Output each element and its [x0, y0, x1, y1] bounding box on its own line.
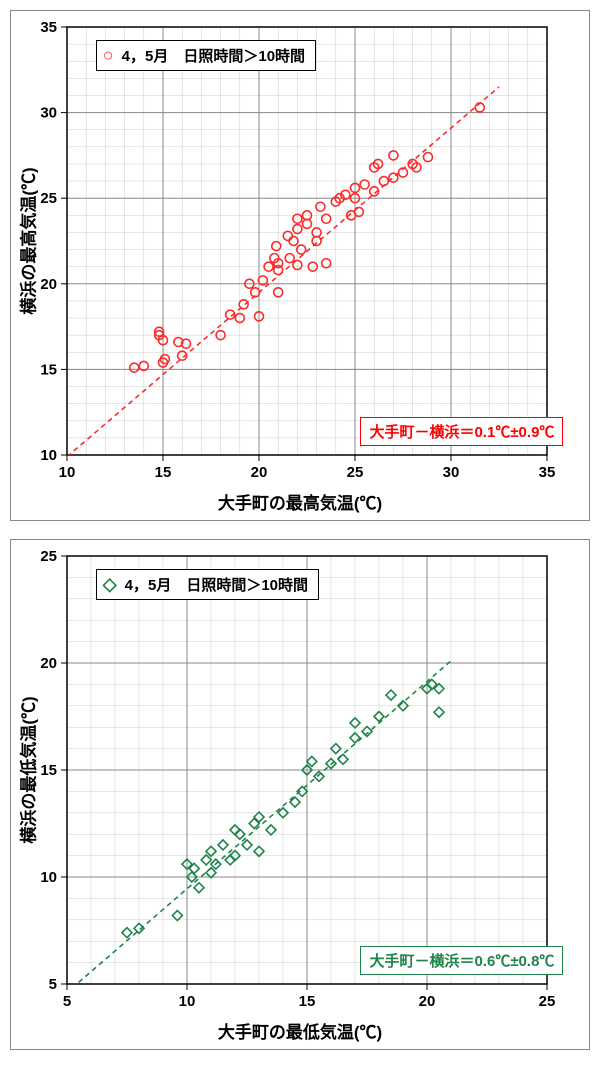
x-tick-label: 10	[179, 993, 196, 1010]
y-tick-label: 30	[40, 105, 57, 122]
data-point	[272, 242, 281, 251]
x-tick-label: 25	[347, 464, 364, 481]
legend-text: 4，5月 日照時間＞10時間	[122, 45, 305, 66]
x-tick-label: 15	[155, 464, 172, 481]
x-tick-label: 35	[539, 464, 556, 481]
data-point	[283, 231, 292, 240]
data-point	[172, 911, 182, 921]
plot-area-1: 10 15 20 25 30 35 10 15 20 25 30 35 横浜の最高気温(℃) ○ 4，5月 …	[17, 17, 583, 485]
y-axis-label-min: 横浜の最低気温(℃)	[15, 696, 40, 843]
x-tick-label: 10	[59, 464, 76, 481]
data-point	[360, 180, 369, 189]
data-point	[130, 363, 139, 372]
legend-max: ○ 4，5月 日照時間＞10時間	[96, 40, 316, 71]
data-point	[239, 300, 248, 309]
scatter-svg-max: 10 15 20 25 30 35 10 15 20 25 30 35	[17, 17, 557, 485]
page: 10 15 20 25 30 35 10 15 20 25 30 35 横浜の最高気温(℃) ○ 4，5月 …	[10, 10, 590, 1050]
x-axis-label-2: 大手町の最低気温(℃)	[17, 1018, 583, 1043]
y-axis-label-max: 横浜の最高気温(℃)	[15, 167, 40, 314]
data-point	[218, 840, 228, 850]
data-point	[362, 726, 372, 736]
legend-min: ◇ 4，5月 日照時間＞10時間	[96, 569, 319, 600]
x-tick-label: 5	[63, 993, 71, 1010]
annotation-max: 大手町－横浜＝0.1℃±0.9℃	[360, 417, 563, 446]
y-tick-label: 15	[40, 361, 57, 378]
chart-min-temp: 5 10 15 20 25 5 10 15 20 25 横浜の最低気温(℃) ◇ 4，5月 日照時間＞1…	[10, 539, 590, 1050]
y-tick-label: 5	[49, 976, 57, 993]
plot-area-2: 5 10 15 20 25 5 10 15 20 25 横浜の最低気温(℃) ◇ 4，5月 日照時間＞1…	[17, 546, 583, 1014]
data-point	[194, 883, 204, 893]
legend-text: 4，5月 日照時間＞10時間	[125, 574, 308, 595]
data-point	[434, 707, 444, 717]
data-point	[386, 690, 396, 700]
data-point	[338, 754, 348, 764]
data-point	[303, 219, 312, 228]
legend-marker-icon: ○	[103, 45, 114, 66]
data-point	[354, 207, 363, 216]
scatter-svg-min: 5 10 15 20 25 5 10 15 20 25	[17, 546, 557, 1014]
data-point	[289, 237, 298, 246]
data-point	[242, 840, 252, 850]
x-tick-label: 20	[419, 993, 436, 1010]
x-tick-label: 25	[539, 993, 556, 1010]
y-tick-label: 35	[40, 19, 57, 36]
y-tick-label: 20	[40, 655, 57, 672]
annotation-min: 大手町－横浜＝0.6℃±0.8℃	[360, 946, 563, 975]
y-tick-label: 10	[40, 447, 57, 464]
data-point	[266, 825, 276, 835]
y-tick-label: 15	[40, 762, 57, 779]
y-tick-label: 25	[40, 190, 57, 207]
data-point	[201, 855, 211, 865]
regression-line	[72, 661, 451, 988]
legend-marker-icon: ◇	[103, 574, 117, 595]
y-tick-label: 10	[40, 869, 57, 886]
data-point	[314, 771, 324, 781]
data-point	[316, 202, 325, 211]
x-tick-label: 30	[443, 464, 460, 481]
y-tick-label: 20	[40, 276, 57, 293]
data-point	[307, 756, 317, 766]
data-point	[322, 259, 331, 268]
data-point	[122, 928, 132, 938]
x-axis-label-1: 大手町の最高気温(℃)	[17, 489, 583, 514]
data-point	[285, 254, 294, 263]
chart-max-temp: 10 15 20 25 30 35 10 15 20 25 30 35 横浜の最高気温(℃) ○ 4，5月 …	[10, 10, 590, 521]
data-point	[423, 153, 432, 162]
y-tick-label: 25	[40, 548, 57, 565]
data-point	[322, 214, 331, 223]
x-tick-label: 15	[299, 993, 316, 1010]
x-tick-label: 20	[251, 464, 268, 481]
